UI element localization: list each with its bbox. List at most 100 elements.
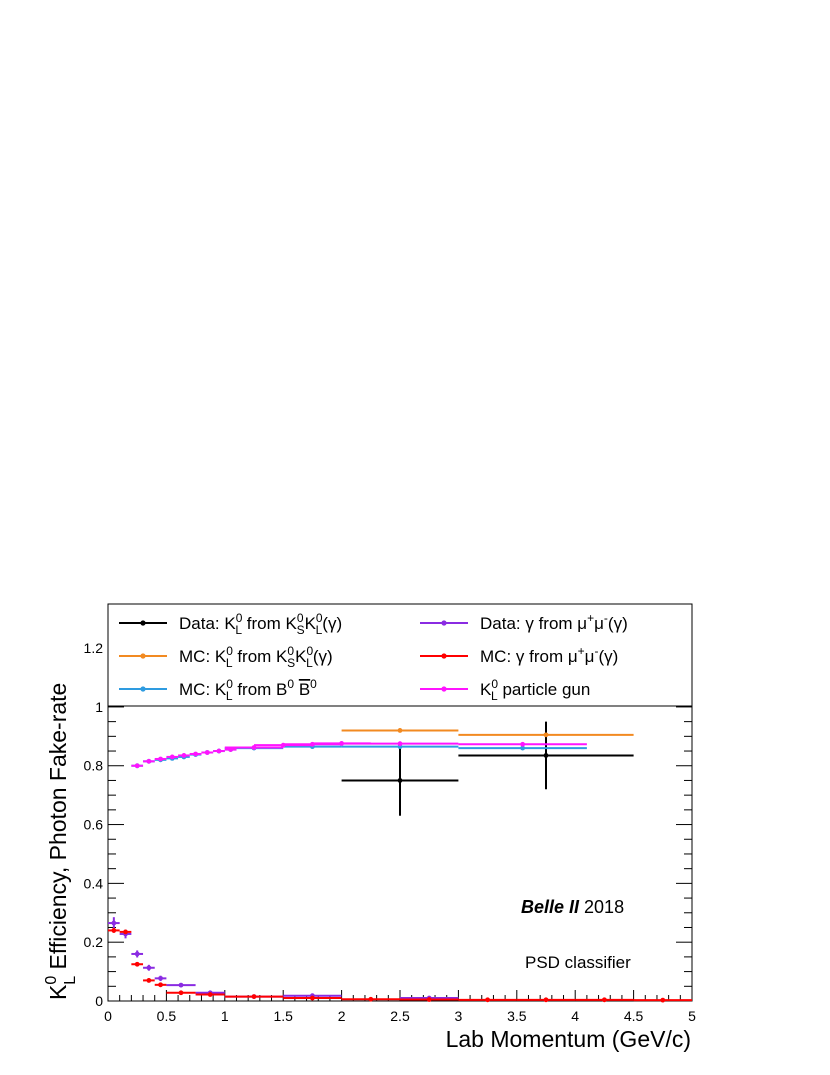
legend-text-part: 0 xyxy=(316,611,323,625)
marker xyxy=(181,753,187,758)
legend-text-part: + xyxy=(587,611,594,625)
marker xyxy=(368,996,374,1002)
data-point xyxy=(458,721,634,790)
legend-text-part: 0 xyxy=(226,677,233,691)
legend-text-part: K xyxy=(295,647,307,666)
data-point xyxy=(201,750,214,755)
marker xyxy=(158,982,163,988)
marker xyxy=(169,754,175,760)
series-mc_gamma xyxy=(108,928,692,1003)
legend-text-part: from K xyxy=(242,614,297,633)
y-tick-label: 0 xyxy=(95,993,103,1009)
marker xyxy=(193,751,199,757)
marker xyxy=(251,745,257,750)
legend-text-part: S xyxy=(297,623,305,637)
series-kl_gun xyxy=(131,740,587,769)
legend-text-part: L xyxy=(491,689,498,703)
marker xyxy=(602,997,607,1003)
legend-frame xyxy=(107,603,693,707)
series-data_kl xyxy=(341,721,634,816)
marker xyxy=(485,997,490,1003)
legend-text-part: L xyxy=(306,656,313,670)
data-point xyxy=(283,995,342,1001)
legend-text-part: 0 xyxy=(236,611,243,625)
marker xyxy=(543,997,549,1003)
legend-entry-data_gamma: Data: γ from μ+μ-(γ) xyxy=(420,611,628,633)
data-point xyxy=(143,758,155,764)
legend-text-part: from K xyxy=(233,647,288,666)
marker xyxy=(207,992,213,997)
marker xyxy=(146,758,152,764)
data-point xyxy=(166,982,196,988)
legend-text-part: 0 xyxy=(287,677,294,691)
marker xyxy=(310,995,315,1001)
legend-text-part: K xyxy=(480,680,492,699)
legend-label: MC: γ from μ+μ-(γ) xyxy=(480,644,618,666)
marker xyxy=(134,961,140,967)
y-tick-label: 1.2 xyxy=(84,640,104,656)
marker xyxy=(520,745,526,751)
data-point xyxy=(119,929,132,935)
y-label-sub: L xyxy=(62,976,79,985)
series-data_gamma xyxy=(108,917,459,1001)
legend-label: Data: K0 L from K0 SK0 L(γ) xyxy=(179,611,342,637)
data-point xyxy=(516,997,576,1003)
axis-tick-labels: 0 0.5 1 1.5 2 2.5 3 3.5 4 4.5 5 0 0.2 0.4 0.6 0.8 1 1.2 xyxy=(84,640,697,1024)
legend-label: K0 L particle gun xyxy=(480,677,590,703)
data-point xyxy=(458,997,517,1003)
data-point xyxy=(154,982,167,988)
classifier-label: PSD classifier xyxy=(525,953,631,972)
data-point xyxy=(166,754,179,760)
y-label-sup: 0 xyxy=(43,976,60,985)
marker xyxy=(134,763,140,769)
legend-text-part: μ xyxy=(585,647,595,666)
legend-text-part: (γ) xyxy=(598,647,618,666)
data-point xyxy=(108,917,120,929)
legend-entry-mc_kl_bb: MC: K0 L from B0 B0 xyxy=(119,677,317,703)
data-point xyxy=(143,978,155,983)
legend-text-part: (γ) xyxy=(313,647,333,666)
y-axis-label: K0 L Efficiency, Photon Fake-rate xyxy=(43,683,79,1000)
legend-text-part: MC: K xyxy=(179,680,227,699)
legend-text-part: 0 xyxy=(226,644,233,658)
marker xyxy=(146,965,152,971)
legend-text-part: 0 xyxy=(491,677,498,691)
legend-text-part: L xyxy=(316,623,323,637)
x-tick-label: 3 xyxy=(455,1008,463,1024)
legend-marker xyxy=(140,686,146,692)
legend-text-part: 0 xyxy=(306,644,313,658)
marker xyxy=(204,750,210,755)
legend-text-part: S xyxy=(287,656,295,670)
y-label-rest: Efficiency, Photon Fake-rate xyxy=(45,683,71,976)
x-axis-label: Lab Momentum (GeV/c) xyxy=(446,1026,691,1052)
legend-label: MC: K0 L from B0 B0 xyxy=(179,677,317,703)
marker xyxy=(397,728,403,733)
marker xyxy=(543,732,549,738)
legend-text-part: μ xyxy=(594,614,604,633)
y-label-k: K xyxy=(45,984,71,1000)
data-point xyxy=(108,928,120,933)
marker xyxy=(134,951,140,957)
marker xyxy=(178,990,184,996)
x-tick-label: 1.5 xyxy=(273,1008,293,1024)
data-point xyxy=(131,961,144,967)
y-tick-label: 1 xyxy=(95,699,103,715)
data-point xyxy=(166,990,196,996)
legend-text-part: Data: K xyxy=(179,614,236,633)
data-point xyxy=(458,732,634,738)
legend-label: MC: K0 L from K0 SK0 L(γ) xyxy=(179,644,333,670)
legend-text-part: K xyxy=(305,614,317,633)
legend-entries: Data: K0 L from K0 SK0 L(γ) Data: γ from μ+μ… xyxy=(119,611,628,703)
marker xyxy=(397,741,403,747)
legend-text-part: + xyxy=(578,644,585,658)
data-point xyxy=(131,950,144,958)
marker xyxy=(178,982,184,988)
data-point xyxy=(154,756,167,762)
legend-marker xyxy=(140,653,146,659)
y-tick-label: 0.8 xyxy=(84,758,104,774)
legend-text-part: MC: γ from μ xyxy=(480,647,578,666)
legend-text-part: 0 xyxy=(287,644,294,658)
legend-text-part: (γ) xyxy=(322,614,342,633)
marker xyxy=(426,997,432,1002)
